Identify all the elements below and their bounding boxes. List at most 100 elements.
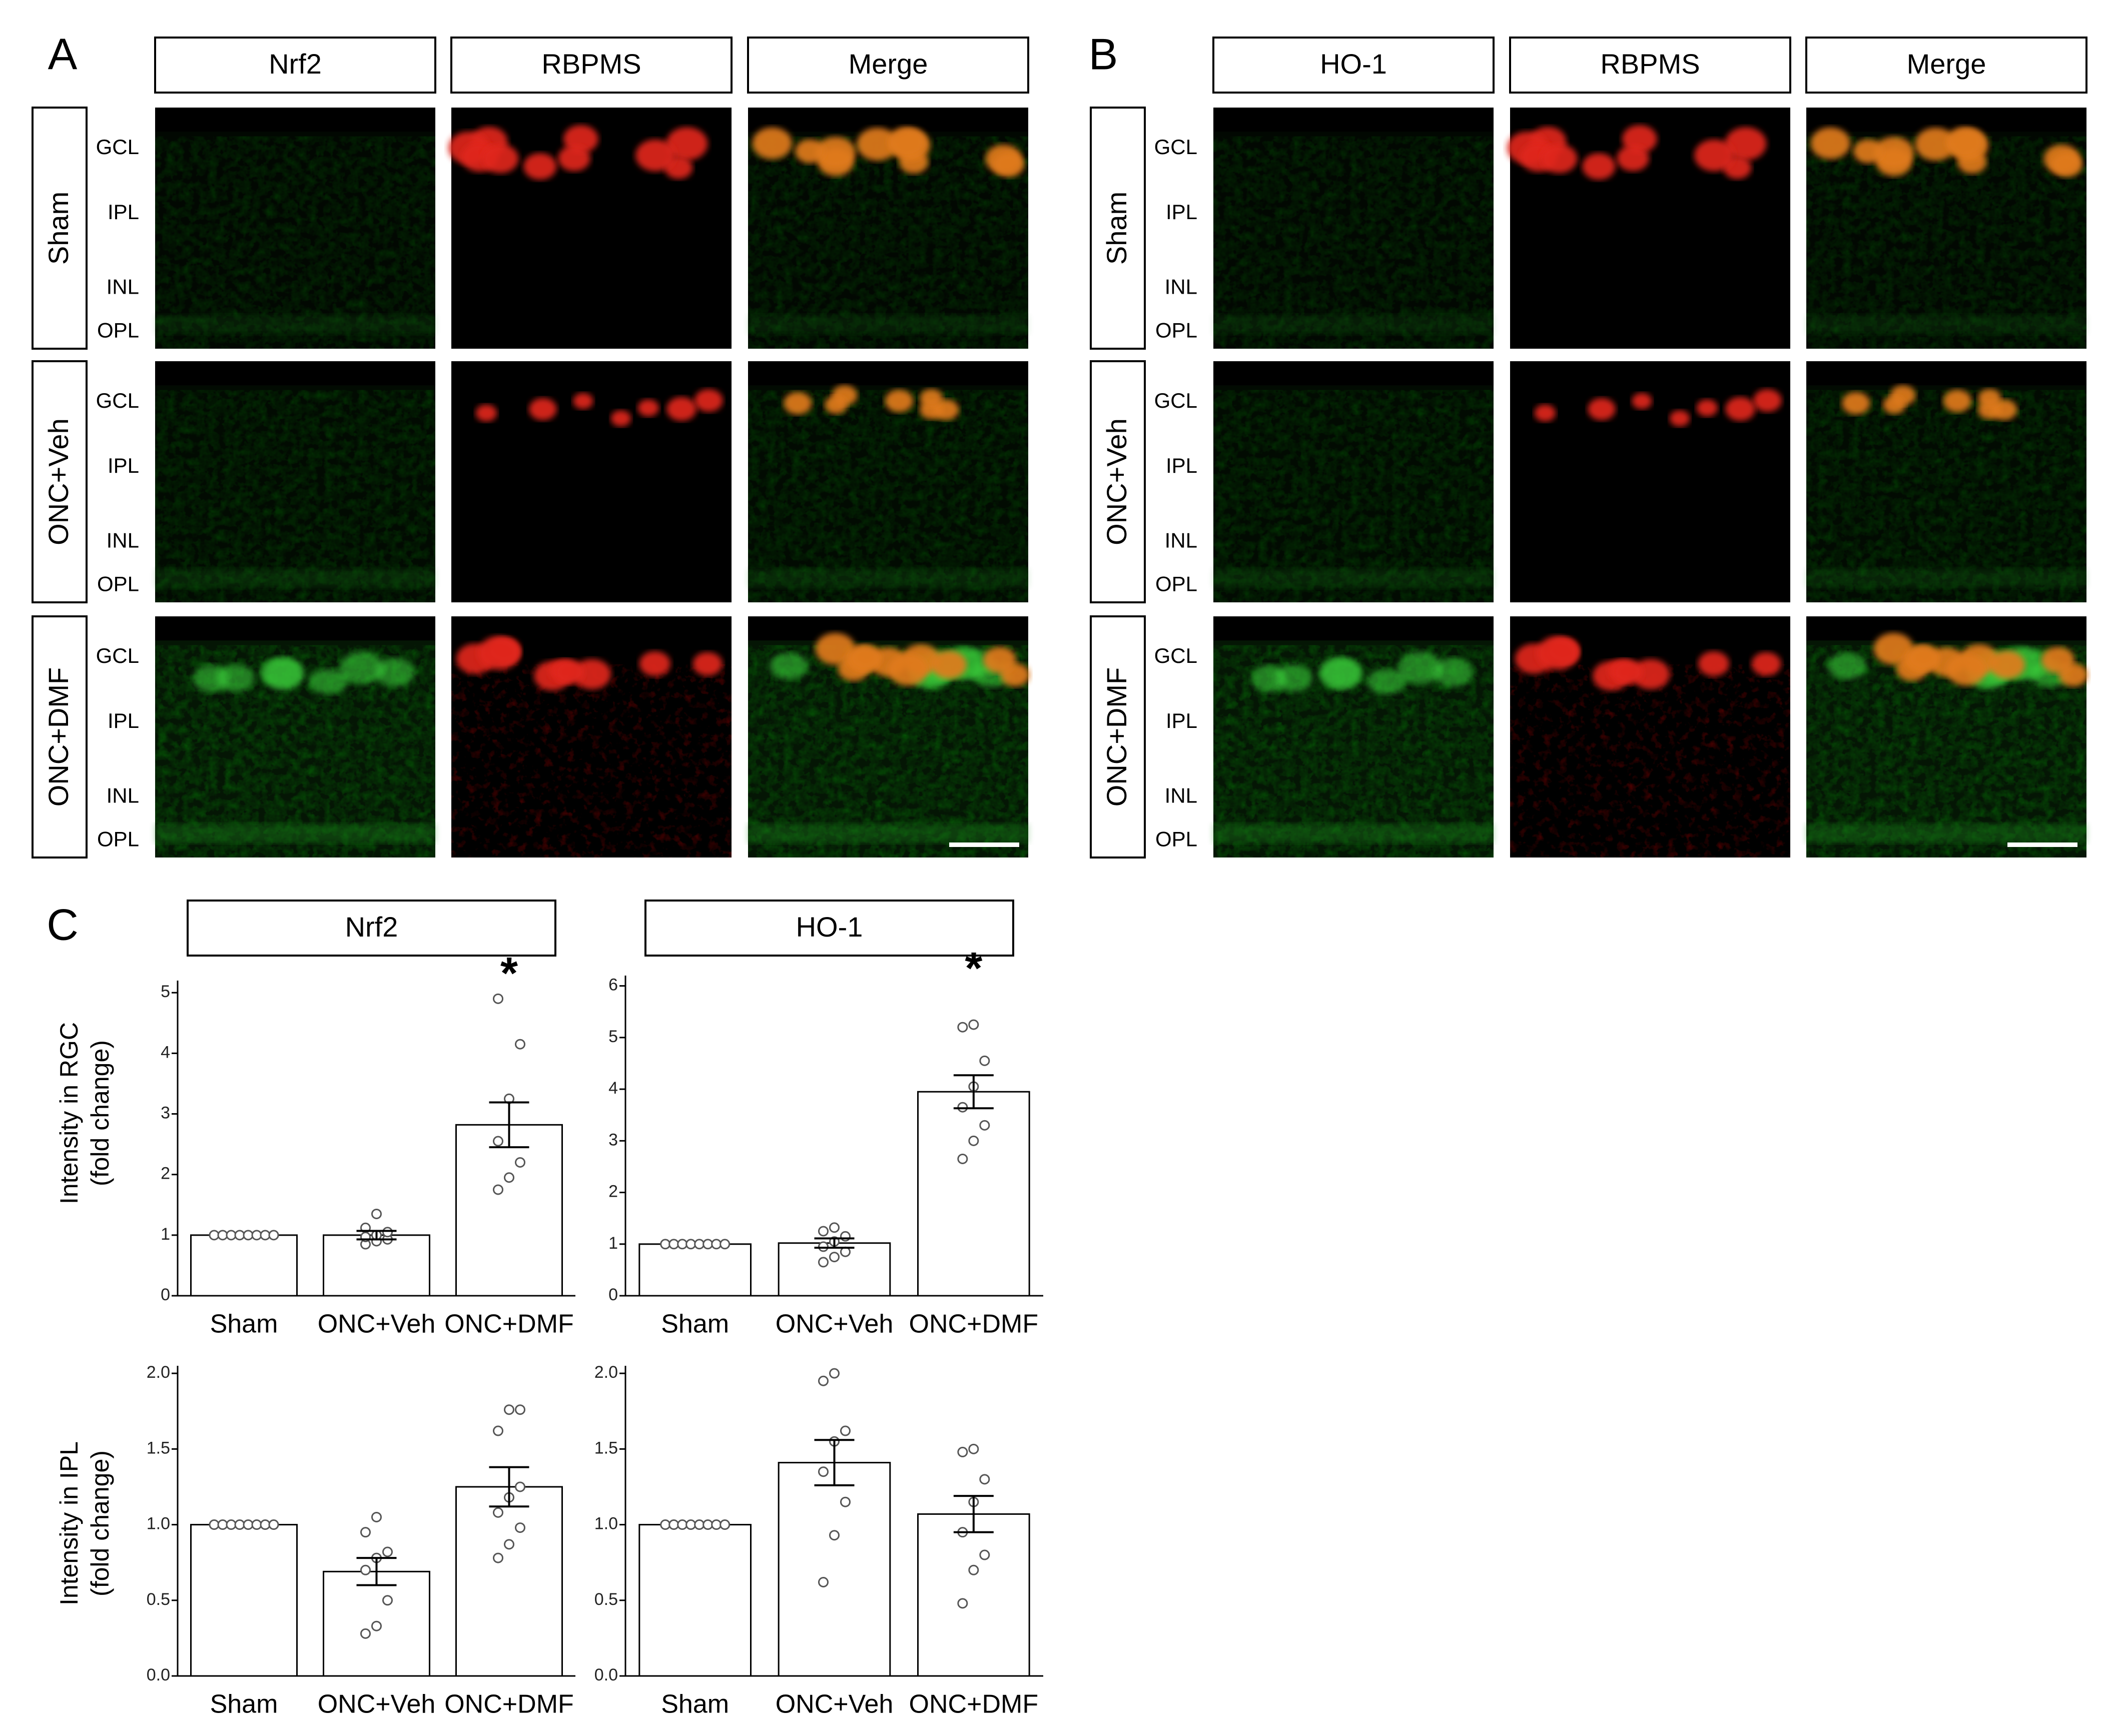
bar xyxy=(638,1524,752,1677)
data-point xyxy=(382,1595,393,1606)
micrograph-rbpms-oncveh xyxy=(1510,361,1790,602)
y-tick-label: 1.0 xyxy=(594,1514,618,1533)
bar-chart-ho1-ipl: 0.0 0.5 1.0 1.5 2.0 Sham ONC+Veh ONC+DMF xyxy=(594,1363,1043,1719)
data-point xyxy=(360,1527,371,1538)
micrograph-rbpms-oncdmf xyxy=(1510,616,1790,857)
x-tick-label: ONC+Veh xyxy=(318,1690,436,1719)
chart-column-title-ho-1: HO-1 xyxy=(796,911,863,943)
row-label-box xyxy=(1090,107,1146,350)
layer-label-inl: INL xyxy=(1165,529,1197,552)
data-point xyxy=(957,1598,968,1609)
panel-letter: B xyxy=(1089,29,1118,79)
micrograph-merge-oncdmf xyxy=(748,616,1030,857)
x-tick-label: ONC+DMF xyxy=(444,1310,574,1339)
data-point xyxy=(694,1519,705,1530)
column-header-box xyxy=(747,37,1029,94)
data-point xyxy=(685,1239,696,1250)
data-point xyxy=(660,1239,671,1250)
layer-label-ipl: IPL xyxy=(1166,454,1197,477)
chart-column-title-box xyxy=(644,900,1014,957)
y-tick-label: 2 xyxy=(161,1164,170,1183)
data-point xyxy=(957,1102,968,1113)
y-tick-label: 2 xyxy=(608,1182,618,1201)
y-tick-label: 3 xyxy=(608,1130,618,1149)
data-point xyxy=(217,1519,228,1530)
data-point xyxy=(660,1519,671,1530)
micrograph-nrf2-sham xyxy=(155,108,435,349)
data-point xyxy=(260,1230,271,1241)
data-point xyxy=(829,1222,840,1233)
bar xyxy=(638,1243,752,1297)
bar xyxy=(917,1513,1030,1677)
y-tick-label: 4 xyxy=(161,1043,170,1062)
y-tick-label: 0.0 xyxy=(147,1665,170,1684)
data-point xyxy=(268,1230,279,1241)
data-point xyxy=(493,1425,503,1436)
column-header-box xyxy=(450,37,733,94)
data-point xyxy=(818,1375,829,1386)
bar xyxy=(455,1124,563,1297)
row-label-box xyxy=(32,107,88,350)
bar-chart-nrf2-rgc: 0 1 2 3 4 5 Sham ONC+Veh * ONC+DMF xyxy=(161,949,575,1339)
layer-label-gcl: GCL xyxy=(1154,644,1197,667)
micrograph-rbpms-oncveh xyxy=(451,361,732,602)
row-label-oncdmf: ONC+DMF xyxy=(43,667,74,806)
data-point xyxy=(840,1496,851,1507)
bar xyxy=(190,1234,298,1297)
layer-label-ipl: IPL xyxy=(108,454,139,477)
data-point xyxy=(515,1157,525,1168)
row-label-box xyxy=(32,615,88,858)
y-tick-label: 1.5 xyxy=(147,1438,170,1457)
layer-label-opl: OPL xyxy=(97,572,139,595)
panel-b: B HO-1 RBPMS Merge Sham GCL IPL INL OPL ONC+Veh GC… xyxy=(1089,29,2088,858)
data-point xyxy=(829,1530,840,1541)
data-point xyxy=(818,1257,829,1268)
micrograph-ho-1-oncdmf xyxy=(1213,616,1494,857)
row-label-sham: Sham xyxy=(43,192,74,265)
column-header-ho-1: HO-1 xyxy=(1320,48,1387,80)
data-point xyxy=(979,1055,990,1066)
data-point xyxy=(957,1446,968,1457)
panel-letter: A xyxy=(48,29,78,79)
layer-label-opl: OPL xyxy=(1155,827,1197,850)
bar-chart-ho1-rgc: 0 1 2 3 4 5 6 Sham ONC+Veh * ONC+DMF xyxy=(608,944,1043,1339)
data-point xyxy=(226,1230,237,1241)
column-header-merge: Merge xyxy=(1907,48,1986,80)
row-label-box xyxy=(1090,360,1146,603)
data-point xyxy=(217,1230,228,1241)
layer-label-opl: OPL xyxy=(97,827,139,850)
data-point xyxy=(711,1519,722,1530)
data-point xyxy=(493,1136,503,1147)
scale-bar xyxy=(949,842,1019,847)
layer-label-inl: INL xyxy=(1165,275,1197,299)
data-point xyxy=(371,1511,382,1522)
column-header-merge: Merge xyxy=(849,48,928,80)
data-point xyxy=(840,1425,851,1436)
x-tick-label: Sham xyxy=(661,1310,729,1339)
layer-label-gcl: GCL xyxy=(1154,135,1197,159)
micrograph-merge-sham xyxy=(1806,108,2086,349)
data-point xyxy=(968,1443,979,1454)
layer-label-gcl: GCL xyxy=(96,389,139,412)
micrograph-nrf2-oncveh xyxy=(155,361,435,602)
chart-column-title-nrf2: Nrf2 xyxy=(345,911,398,943)
layer-label-gcl: GCL xyxy=(1154,389,1197,412)
data-point xyxy=(251,1230,262,1241)
row-label-box xyxy=(32,360,88,603)
data-point xyxy=(504,1404,514,1415)
data-point xyxy=(968,1564,979,1575)
layer-label-gcl: GCL xyxy=(96,135,139,159)
bar xyxy=(778,1462,891,1677)
x-tick-label: ONC+DMF xyxy=(909,1310,1039,1339)
y-tick-label: 0.5 xyxy=(147,1590,170,1609)
x-tick-label: ONC+Veh xyxy=(776,1690,894,1719)
data-point xyxy=(493,993,503,1004)
data-point xyxy=(818,1466,829,1477)
data-point xyxy=(243,1519,254,1530)
data-point xyxy=(234,1230,245,1241)
micrograph-ho-1-sham xyxy=(1213,108,1494,349)
layer-label-ipl: IPL xyxy=(1166,709,1197,732)
column-header-nrf2: Nrf2 xyxy=(269,48,322,80)
y-tick-label: 5 xyxy=(608,1027,618,1046)
y-tick-label: 3 xyxy=(161,1104,170,1123)
